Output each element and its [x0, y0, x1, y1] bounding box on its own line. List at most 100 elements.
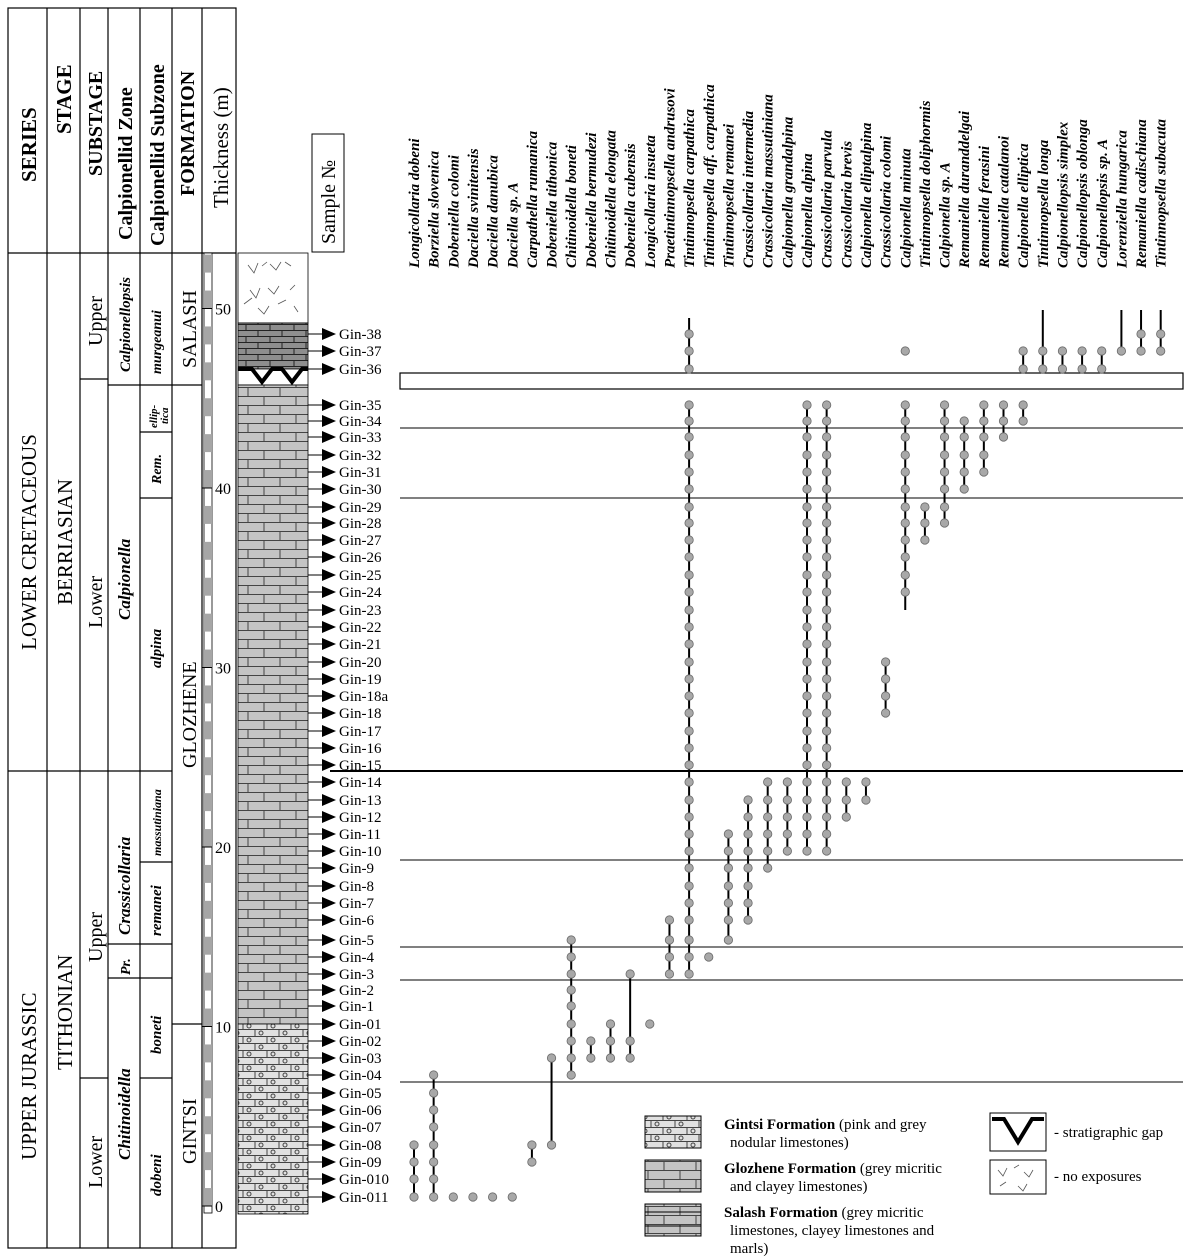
sample-label: Gin-9 [339, 861, 374, 877]
sample-arrow [322, 551, 336, 563]
taxon-label: Crassicollaria brevis [839, 141, 855, 268]
taxon-label: Dobeniella cubensis [623, 143, 639, 269]
sample-arrow [322, 517, 336, 529]
taxon-label: Tintinnopsella doliphormis [918, 100, 934, 268]
legend-glozhene-desc2: and clayey limestones) [730, 1179, 867, 1195]
taxon-label: Chitinoidella boneti [564, 144, 580, 268]
sample-label: Gin-08 [339, 1138, 382, 1154]
occurrence-dot [743, 812, 753, 822]
occurrence-dot [664, 952, 675, 962]
sample-arrow [322, 828, 336, 840]
scale-block [204, 721, 212, 740]
occurrence-dot [822, 570, 832, 580]
occurrence-dot [802, 502, 812, 512]
sample-label: Gin-7 [339, 896, 374, 912]
sample-label: Gin-10 [339, 844, 382, 860]
occurrence-dot [684, 935, 694, 945]
occurrence-dot [409, 1157, 419, 1167]
zone-boundary-lines [330, 372, 1184, 1083]
sample-label: Gin-22 [339, 620, 382, 636]
occurrence-dot [979, 400, 989, 410]
sample-label: Gin-34 [339, 414, 382, 430]
sample-arrow [322, 845, 336, 857]
sample-arrow [322, 399, 336, 411]
taxon-label: Calpionella elliptalpina [859, 122, 875, 268]
sample-arrow [322, 934, 336, 946]
sample-label: Gin-07 [339, 1120, 382, 1136]
occurrence-dot [723, 915, 734, 925]
occurrence-dot [959, 450, 969, 460]
taxon-label: Crassicollaria colomi [879, 135, 895, 268]
stage-tithonian: TITHONIAN [53, 955, 77, 1070]
taxon-label: Calpionella elliptica [1016, 143, 1032, 268]
sample-label: Gin-33 [339, 430, 382, 446]
scale-block [204, 793, 212, 812]
occurrence-dot [605, 1053, 616, 1063]
taxon-label: Calpionella sp. A [938, 162, 954, 268]
occurrence-dot [822, 518, 832, 528]
occurrence-dot [743, 829, 753, 839]
legend-salash-desc: (grey micritic [838, 1205, 924, 1221]
sample-label: Gin-03 [339, 1051, 382, 1067]
sample-arrow [322, 1018, 336, 1030]
occurrence-dot [566, 969, 576, 979]
occurrence-dot [900, 467, 910, 477]
occurrence-dot [802, 812, 812, 822]
occurrence-dot [822, 708, 832, 718]
sample-label: Gin-01 [339, 1017, 382, 1033]
occurrence-dot [1077, 346, 1087, 356]
sample-label: Gin-26 [339, 550, 382, 566]
occurrence-dot [822, 795, 832, 805]
occurrence-dot [979, 467, 989, 477]
occurrence-dot [802, 777, 812, 787]
sample-label: Gin-15 [339, 758, 382, 774]
sample-label: Gin-1 [339, 999, 374, 1015]
sample-label: Gin-28 [339, 516, 382, 532]
sample-label: Gin-09 [339, 1155, 382, 1171]
occurrence-dot [743, 863, 753, 873]
occurrence-dot [841, 812, 851, 822]
occurrence-dot [1018, 416, 1028, 426]
occurrence-dot [684, 484, 694, 494]
occurrence-dot [802, 535, 812, 545]
taxon-label: Remaniella duranddelgai [957, 110, 973, 269]
sample-arrow [322, 794, 336, 806]
sample-arrow [322, 725, 336, 737]
sample-arrow [322, 707, 336, 719]
occurrence-dot [822, 587, 832, 597]
column-frame [7, 7, 237, 1249]
scale-block [204, 254, 212, 273]
sample-label: Gin-11 [339, 827, 381, 843]
subzone-murgeanui: murgeanui [150, 310, 165, 374]
occurrence-dot [822, 622, 832, 632]
taxon-label: Dobeniella tithonica [545, 141, 561, 269]
occurrence-dot [684, 795, 694, 805]
sample-arrow [322, 673, 336, 685]
occurrence-dot [822, 812, 832, 822]
taxon-label: Daciella svinitensis [466, 148, 482, 269]
svg-text:Glozhene Formation (grey micri: Glozhene Formation (grey micritic [724, 1161, 942, 1177]
occurrence-dot [841, 777, 851, 787]
sample-label: Gin-2 [339, 983, 374, 999]
occurrence-dot [546, 1140, 557, 1150]
occurrence-dot [998, 432, 1009, 442]
occurrence-dot [822, 450, 832, 460]
occurrence-dot [586, 1053, 596, 1063]
sample-arrow [322, 880, 336, 892]
occurrence-dot [939, 416, 950, 426]
legend-glozhene-name: Glozhene Formation [724, 1161, 857, 1177]
sample-arrow [322, 534, 336, 546]
scale-block [204, 972, 212, 991]
occurrence-dot [684, 952, 694, 962]
sample-label: Gin-3 [339, 967, 374, 983]
sample-label: Gin-36 [339, 362, 382, 378]
occurrence-dot [939, 432, 950, 442]
taxon-label: Crassicollaria intermedia [741, 110, 757, 268]
substage-upper-tithonian: Upper [85, 912, 107, 962]
occurrence-dot [684, 760, 694, 770]
occurrence-dot [605, 1036, 616, 1046]
taxon-label: Carpathella rumanica [525, 130, 541, 268]
occurrence-dot [939, 400, 950, 410]
occurrence-dot [684, 432, 694, 442]
